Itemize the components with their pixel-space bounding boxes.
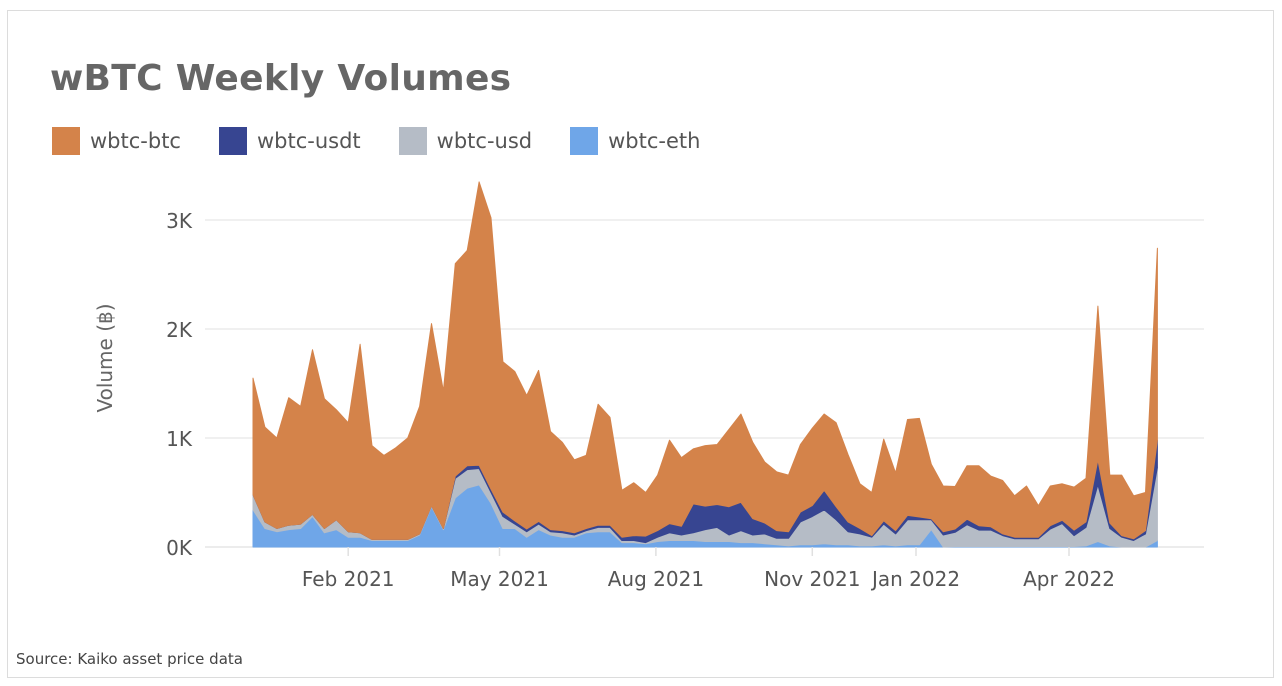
y-tick-label: 1K xyxy=(166,427,193,451)
legend-item-wbtc-usdt[interactable]: wbtc-usdt xyxy=(218,127,361,155)
legend-swatch xyxy=(218,127,247,155)
area-series-wbtc-btc[interactable] xyxy=(252,181,1158,540)
legend-label: wbtc-usdt xyxy=(256,129,361,153)
x-tick-label: Feb 2021 xyxy=(302,567,395,591)
legend-item-wbtc-btc[interactable]: wbtc-btc xyxy=(52,127,181,155)
chart-container xyxy=(7,10,1274,678)
legend-swatch xyxy=(52,127,80,155)
legend-label: wbtc-btc xyxy=(90,129,181,153)
y-tick-label: 3K xyxy=(166,209,193,233)
x-tick-label: Nov 2021 xyxy=(764,567,860,591)
legend-item-wbtc-eth[interactable]: wbtc-eth xyxy=(570,127,700,155)
legend-swatch xyxy=(570,127,599,155)
source-note: Source: Kaiko asset price data xyxy=(16,650,243,668)
x-tick-label: May 2021 xyxy=(450,567,549,591)
x-tick-label: Apr 2022 xyxy=(1023,567,1115,591)
chart-title: wBTC Weekly Volumes xyxy=(50,58,512,99)
legend-swatch xyxy=(398,127,427,155)
y-axis-title: Volume (฿) xyxy=(93,303,117,412)
legend-item-wbtc-usd[interactable]: wbtc-usd xyxy=(398,127,533,155)
x-tick-label: Jan 2022 xyxy=(870,567,960,591)
x-tick-label: Aug 2021 xyxy=(608,567,704,591)
legend-label: wbtc-eth xyxy=(608,129,701,153)
y-tick-label: 2K xyxy=(166,318,193,342)
legend-label: wbtc-usd xyxy=(436,129,533,153)
y-tick-label: 0K xyxy=(166,536,193,560)
legend: wbtc-btc wbtc-usdt wbtc-usd wbtc-eth xyxy=(52,127,738,155)
